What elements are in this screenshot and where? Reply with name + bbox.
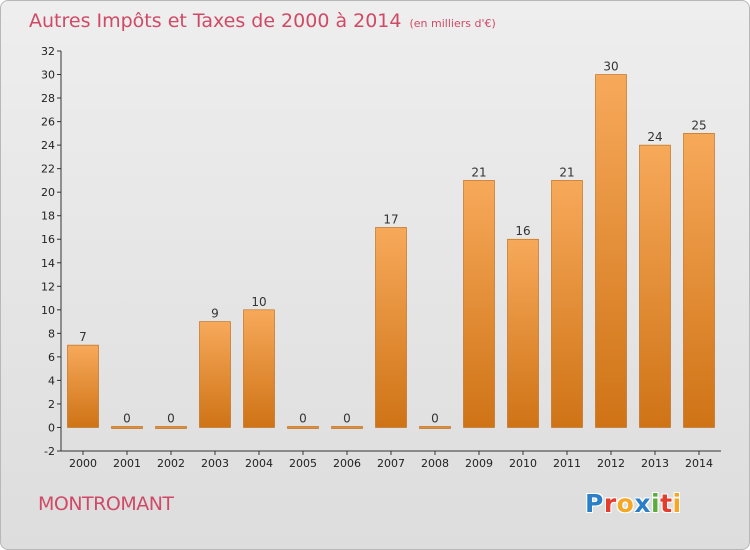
x-tick-label-2005: 2005 bbox=[289, 457, 317, 470]
value-label-2010: 16 bbox=[515, 224, 530, 238]
x-tick-label-2002: 2002 bbox=[157, 457, 185, 470]
y-tick-label: 22 bbox=[41, 163, 55, 176]
y-tick-label: 2 bbox=[48, 398, 55, 411]
value-label-2000: 7 bbox=[79, 330, 87, 344]
x-tick-label-2010: 2010 bbox=[509, 457, 537, 470]
chart-value-labels: 7 0 0 9 10 0 0 17 0 21 16 21 30 24 25 bbox=[79, 60, 706, 426]
logo-letter: i bbox=[651, 489, 661, 518]
y-tick-label: 24 bbox=[41, 139, 55, 152]
value-label-2006: 0 bbox=[343, 411, 351, 425]
bar-2008 bbox=[419, 426, 451, 429]
y-tick-label: -2 bbox=[44, 445, 55, 458]
bar-2007 bbox=[375, 227, 407, 428]
bar-2005 bbox=[287, 426, 319, 429]
x-tick-label-2006: 2006 bbox=[333, 457, 361, 470]
value-label-2002: 0 bbox=[167, 411, 175, 425]
y-tick-label: 4 bbox=[48, 374, 55, 387]
y-tick-label: 8 bbox=[48, 327, 55, 340]
logo-letter: x bbox=[634, 489, 651, 518]
x-tick-label-2003: 2003 bbox=[201, 457, 229, 470]
logo-letter: i bbox=[672, 489, 682, 518]
y-tick-label: 28 bbox=[41, 92, 55, 105]
value-label-2013: 24 bbox=[647, 130, 662, 144]
y-tick-label: 18 bbox=[41, 210, 55, 223]
bar-2000 bbox=[67, 344, 99, 428]
x-tick-label-2001: 2001 bbox=[113, 457, 141, 470]
x-tick-label-2011: 2011 bbox=[553, 457, 581, 470]
value-label-2005: 0 bbox=[299, 411, 307, 425]
bar-2004 bbox=[243, 309, 275, 428]
bar-2012 bbox=[595, 74, 627, 428]
y-tick-label: 20 bbox=[41, 186, 55, 199]
x-tick-label-2009: 2009 bbox=[465, 457, 493, 470]
x-tick-label-2014: 2014 bbox=[685, 457, 713, 470]
chart-title-main: Autres Impôts et Taxes de 2000 à 2014 bbox=[29, 10, 402, 32]
y-tick-label: 6 bbox=[48, 351, 55, 364]
chart-title-unit: (en milliers d'€) bbox=[410, 17, 496, 30]
value-label-2003: 9 bbox=[211, 307, 219, 321]
value-label-2009: 21 bbox=[471, 165, 486, 179]
commune-name: MONTROMANT bbox=[38, 493, 174, 515]
chart-bars bbox=[67, 74, 715, 429]
bar-2002 bbox=[155, 426, 187, 429]
value-label-2011: 21 bbox=[559, 165, 574, 179]
y-tick-label: 16 bbox=[41, 233, 55, 246]
x-tick-label-2013: 2013 bbox=[641, 457, 669, 470]
logo-letter: o bbox=[616, 489, 635, 518]
y-tick-label: 12 bbox=[41, 280, 55, 293]
proxiti-logo: Proxiti bbox=[585, 489, 682, 518]
x-tick-label-2008: 2008 bbox=[421, 457, 449, 470]
x-tick-label-2000: 2000 bbox=[69, 457, 97, 470]
y-tick-label: 26 bbox=[41, 116, 55, 129]
bar-2011 bbox=[551, 180, 583, 428]
y-tick-label: 32 bbox=[41, 45, 55, 58]
value-label-2001: 0 bbox=[123, 411, 131, 425]
value-label-2014: 25 bbox=[691, 118, 706, 132]
y-tick-label: 14 bbox=[41, 257, 55, 270]
value-label-2004: 10 bbox=[251, 295, 266, 309]
bar-2009 bbox=[463, 180, 495, 428]
y-tick-label: 30 bbox=[41, 69, 55, 82]
bar-2013 bbox=[639, 144, 671, 428]
bar-2014 bbox=[683, 133, 715, 428]
x-tick-label-2004: 2004 bbox=[245, 457, 273, 470]
value-label-2008: 0 bbox=[431, 411, 439, 425]
bar-2003 bbox=[199, 321, 231, 428]
logo-letter: P bbox=[585, 489, 604, 518]
value-label-2007: 17 bbox=[383, 212, 398, 226]
chart-title: Autres Impôts et Taxes de 2000 à 2014 (en… bbox=[29, 10, 496, 32]
y-tick-label: 10 bbox=[41, 304, 55, 317]
logo-letter: t bbox=[660, 489, 673, 518]
value-label-2012: 30 bbox=[603, 60, 618, 74]
bar-2010 bbox=[507, 238, 539, 428]
bar-2001 bbox=[111, 426, 143, 429]
x-tick-label-2007: 2007 bbox=[377, 457, 405, 470]
logo-letter: r bbox=[603, 489, 617, 518]
x-tick-label-2012: 2012 bbox=[597, 457, 625, 470]
y-tick-label: 0 bbox=[48, 421, 55, 434]
bar-2006 bbox=[331, 426, 363, 429]
